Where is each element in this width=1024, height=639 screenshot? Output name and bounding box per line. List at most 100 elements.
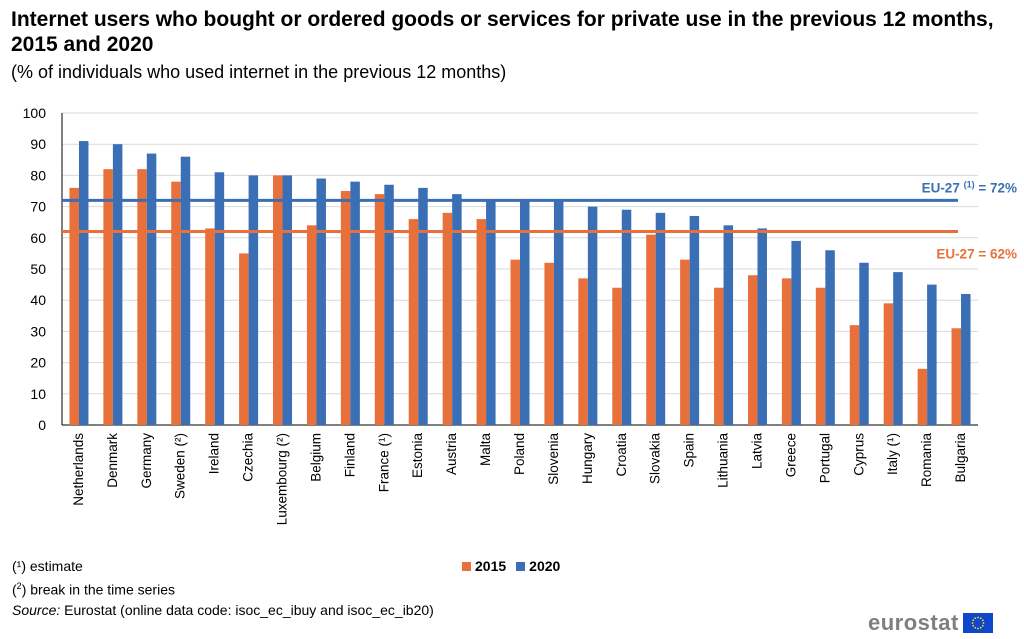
y-tick-label-90: 90 [30,136,46,152]
bar-2015-22 [815,287,826,425]
footnote-1-text: estimate [26,558,83,574]
x-tick-label-25: Romania [919,433,934,488]
logo-text: eurostat [868,610,959,635]
legend-item-2020: 2020 [516,558,560,574]
y-tick-label-60: 60 [30,230,46,246]
y-tick-label-80: 80 [30,167,46,183]
bar-2020-5 [248,175,259,425]
bar-2020-23 [859,262,869,425]
bar-2015-12 [476,219,487,425]
bar-2020-2 [146,153,157,425]
footnote-1-mark: (¹) [12,558,26,574]
bar-2020-22 [825,250,835,425]
bar-2015-8 [340,191,351,425]
bar-2020-21 [791,240,801,425]
bar-2020-13 [520,200,530,425]
x-tick-label-6: Luxembourg (²) [275,433,290,525]
footnotes: (¹) estimate (2) break in the time serie… [12,556,434,620]
bar-2020-20 [757,228,767,425]
x-tick-label-1: Denmark [105,433,120,488]
bar-2015-10 [408,219,419,425]
eu-flag-icon [962,613,993,633]
x-tick-label-21: Greece [783,433,798,477]
bar-2020-26 [961,293,971,425]
bar-2015-26 [951,328,962,425]
bar-2015-2 [137,169,147,425]
bar-2015-15 [578,278,588,425]
bar-2015-17 [646,234,656,425]
x-tick-label-15: Hungary [580,433,595,484]
y-tick-label-70: 70 [30,199,46,215]
x-tick-label-14: Slovenia [546,433,561,485]
footnote-2-text: break in the time series [26,581,175,598]
y-tick-label-10: 10 [30,386,46,402]
x-tick-label-19: Lithuania [716,433,731,488]
bar-2015-14 [544,262,554,425]
bar-2020-17 [655,212,666,425]
y-tick-label-30: 30 [30,323,46,339]
eurostat-logo: eurostat [868,612,993,634]
bar-2015-23 [849,325,860,425]
bar-2020-1 [112,144,123,425]
x-tick-label-20: Latvia [749,433,764,470]
y-tick-label-40: 40 [30,292,46,308]
x-tick-label-12: Malta [478,433,493,467]
x-tick-label-4: Ireland [207,433,222,474]
bar-2020-7 [316,178,326,425]
bar-2015-19 [714,287,724,425]
bar-2015-25 [917,368,928,425]
chart-subtitle: (% of individuals who used internet in t… [11,62,507,82]
footnote-estimate: (¹) estimate [12,556,434,576]
eu27-label-0: EU-27 (1) = 72% [922,179,1017,195]
legend-swatch-2015 [462,561,471,571]
chart-title: Internet users who bought or ordered goo… [11,8,994,56]
y-tick-label-20: 20 [30,355,46,371]
source-note: Source: Eurostat (online data code: isoc… [12,600,434,620]
bar-chart: 0 10 20 30 40 50 60 70 80 90 100 Netherlands Denmark… [23,105,1017,525]
bar-2015-21 [781,278,792,425]
x-tick-label-16: Croatia [614,433,629,477]
bar-2015-6 [273,175,283,425]
x-tick-label-23: Cyprus [851,433,866,476]
bar-2020-18 [689,215,700,425]
bar-2015-20 [747,275,758,425]
bar-2015-5 [239,253,249,425]
legend: 2015 2020 [462,558,570,574]
x-tick-label-8: Finland [342,433,357,477]
bar-2015-24 [883,303,894,425]
bar-2020-4 [214,172,225,425]
bar-2020-3 [180,156,191,425]
y-tick-label-100: 100 [23,105,47,121]
bar-2020-6 [282,175,293,425]
x-tick-label-2: Germany [139,433,154,489]
footnote-2-open: ( [12,581,17,598]
bar-2020-0 [78,141,89,425]
x-tick-label-9: France (¹) [376,433,391,492]
y-tick-label-0: 0 [38,417,46,433]
x-tick-label-0: Netherlands [71,433,86,506]
bar-2020-8 [350,181,360,425]
x-tick-label-22: Portugal [817,433,832,483]
bar-2015-4 [205,228,215,425]
x-tick-label-5: Czechia [241,433,256,482]
bar-2015-13 [510,259,520,425]
x-tick-label-3: Sweden (²) [173,433,188,499]
x-tick-label-24: Italy (¹) [885,433,900,475]
eu27-label-1: EU-27 = 62% [936,247,1017,262]
bar-2020-14 [553,200,564,425]
bar-2015-7 [306,225,317,425]
footnote-2-close: ) [21,581,27,598]
x-tick-label-17: Slovakia [648,433,663,485]
bar-2020-16 [621,209,632,425]
x-tick-label-10: Estonia [410,433,425,479]
bar-2015-0 [69,187,79,425]
bar-2015-16 [612,287,622,425]
bar-2020-9 [384,184,394,425]
legend-label-2020: 2020 [529,558,561,574]
bar-2015-3 [171,181,181,425]
x-tick-label-18: Spain [682,433,697,468]
legend-label-2015: 2015 [475,558,507,574]
bar-2020-19 [723,225,734,425]
source-label: Source: [12,601,61,618]
bar-2020-24 [893,272,903,425]
